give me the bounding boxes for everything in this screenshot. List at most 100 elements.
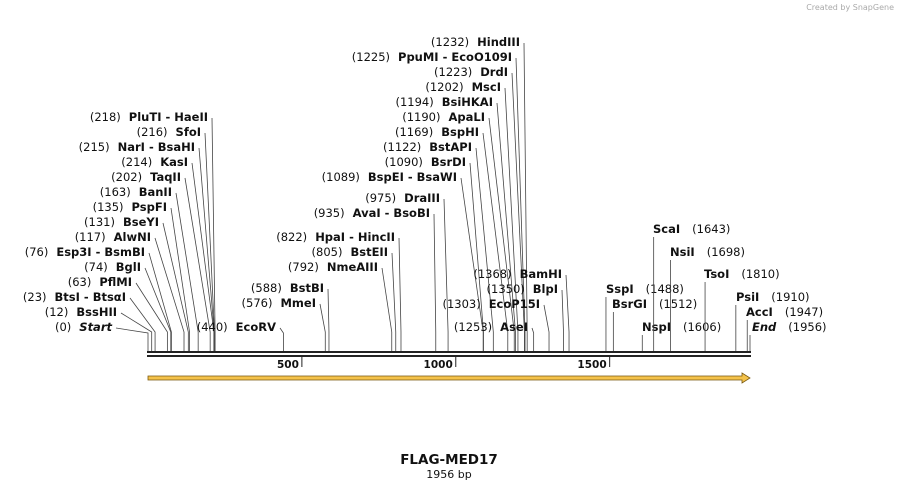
site-position: (1090)	[385, 155, 423, 169]
site-position: (214)	[121, 155, 152, 169]
site-name: SspI	[606, 282, 634, 296]
site-line	[482, 132, 509, 351]
site-label: (822) HpaI - HincII	[276, 230, 395, 244]
site-name: PflMI	[99, 275, 132, 289]
site-name: PpuMI - EcoO109I	[398, 50, 512, 64]
site-line	[488, 117, 515, 351]
site-label: (1089) BspEI - BsaWI	[322, 170, 457, 184]
site-line	[148, 252, 172, 351]
site-line	[531, 327, 535, 351]
site-name: AccI	[746, 305, 773, 319]
site-line	[523, 42, 528, 351]
site-name: PspFI	[132, 200, 167, 214]
site-position: (1225)	[352, 50, 390, 64]
site-name: ApaLI	[449, 110, 486, 124]
site-name: BanII	[139, 185, 172, 199]
site-line	[327, 288, 330, 351]
site-line	[398, 237, 402, 351]
site-label: (63) PflMI	[68, 275, 132, 289]
site-label: (1194) BsiHKAI	[395, 95, 493, 109]
site-position: (216)	[137, 125, 168, 139]
site-position: (440)	[197, 320, 228, 334]
site-label: (1253) AseI	[454, 320, 528, 334]
site-position: (1194)	[395, 95, 433, 109]
site-name: ScaI	[653, 222, 680, 236]
site-line	[154, 237, 185, 351]
site-name: DrdI	[480, 65, 508, 79]
site-name: KasI	[160, 155, 188, 169]
site-name: BstAPI	[429, 140, 472, 154]
site-label: AccI (1947)	[746, 305, 823, 319]
site-line	[543, 304, 550, 351]
title: FLAG-MED17	[400, 452, 498, 468]
site-label: (805) BstEII	[312, 245, 388, 259]
site-name: BssHII	[76, 305, 117, 319]
site-position: (1089)	[322, 170, 360, 184]
site-line	[469, 162, 484, 351]
site-position: (1698)	[707, 245, 745, 259]
site-name: End	[752, 320, 777, 334]
site-line	[204, 132, 215, 351]
site-position: (1223)	[434, 65, 472, 79]
site-name: MscI	[472, 80, 501, 94]
site-position: (576)	[242, 296, 273, 310]
site-line	[184, 177, 211, 351]
site-name: Esp3I - BsmBI	[56, 245, 145, 259]
site-name: SfoI	[176, 125, 201, 139]
tick-label: 500	[277, 359, 299, 371]
site-position: (1810)	[741, 267, 779, 281]
site-line	[135, 282, 168, 351]
site-label: (935) AvaI - BsoBI	[314, 206, 430, 220]
tick-label: 1000	[424, 359, 453, 371]
site-line	[129, 297, 156, 351]
site-label: (214) KasI	[121, 155, 188, 169]
site-position: (1488)	[646, 282, 684, 296]
site-position: (23)	[23, 290, 47, 304]
site-name: BsiHKAI	[442, 95, 493, 109]
site-label: (0) Start	[55, 320, 113, 334]
site-label: (216) SfoI	[137, 125, 201, 139]
site-line	[120, 312, 153, 351]
site-label: (1350) BlpI	[487, 282, 558, 296]
site-name: PsiI	[736, 290, 759, 304]
site-position: (218)	[90, 110, 121, 124]
site-position: (74)	[84, 260, 108, 274]
site-label: (117) AlwNI	[75, 230, 151, 244]
site-position: (822)	[276, 230, 307, 244]
site-position: (1947)	[785, 305, 823, 319]
site-label: (218) PluTI - HaeII	[90, 110, 208, 124]
site-line	[144, 267, 172, 351]
site-position: (0)	[55, 320, 71, 334]
site-label: TsoI (1810)	[704, 267, 780, 281]
site-position: (117)	[75, 230, 106, 244]
site-label: BsrGI (1512)	[612, 297, 697, 311]
site-label: (76) Esp3I - BsmBI	[25, 245, 145, 259]
site-line	[561, 289, 564, 351]
site-position: (1232)	[431, 35, 469, 49]
site-label: (215) NarI - BsaHI	[79, 140, 195, 154]
site-position: (131)	[84, 215, 115, 229]
site-name: BspHI	[441, 125, 479, 139]
site-name: EcoP15I	[489, 297, 540, 311]
site-label: End (1956)	[752, 320, 827, 334]
site-label: (1190) ApaLI	[402, 110, 485, 124]
site-name: BsrGI	[612, 297, 647, 311]
site-position: (215)	[79, 140, 110, 154]
site-line	[279, 327, 284, 351]
site-position: (1122)	[383, 140, 421, 154]
site-name: MmeI	[280, 296, 316, 310]
site-name: NmeAIII	[327, 260, 378, 274]
site-label: (131) BseYI	[84, 215, 159, 229]
site-line	[443, 198, 449, 351]
site-line	[511, 72, 525, 351]
site-label: (1232) HindIII	[431, 35, 520, 49]
site-label: (588) BstBI	[251, 281, 324, 295]
site-line	[475, 147, 494, 351]
site-position: (805)	[312, 245, 343, 259]
feature-arrow	[147, 372, 751, 384]
site-line	[391, 252, 397, 351]
tick-label: 1500	[577, 359, 606, 371]
site-name: NspI	[642, 320, 671, 334]
site-position: (63)	[68, 275, 92, 289]
site-line	[504, 87, 519, 351]
